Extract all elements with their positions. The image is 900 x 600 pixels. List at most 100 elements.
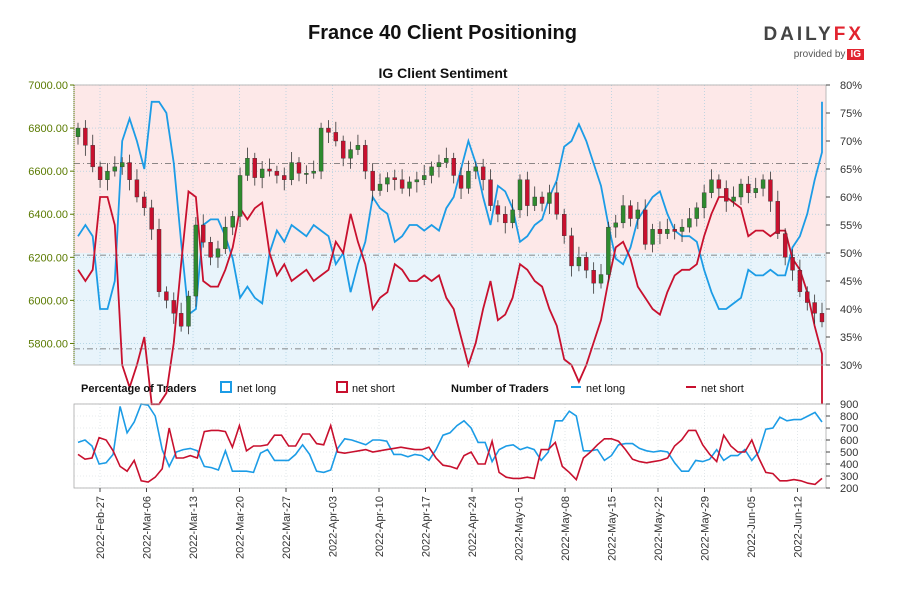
- candle-body: [628, 205, 633, 219]
- price-tick-label: 7000.00: [28, 80, 68, 92]
- candle-body: [245, 158, 250, 176]
- candle-body: [517, 179, 523, 211]
- pct-tick-label: 70%: [840, 136, 862, 148]
- candle-body: [473, 166, 478, 172]
- candle-body: [296, 162, 302, 174]
- ig-badge: IG: [847, 49, 864, 60]
- candle-body: [554, 192, 560, 215]
- logo-provided-by: provided by: [793, 49, 846, 60]
- candle-body: [665, 229, 670, 234]
- candle-body: [444, 158, 449, 163]
- date-tick-label: 2022-Apr-24: [467, 496, 479, 557]
- candle-body: [694, 207, 699, 219]
- candle-body: [584, 257, 589, 271]
- legend-num-title: Number of Traders: [451, 383, 549, 395]
- price-tick-label: 6000.00: [28, 295, 68, 307]
- candle-body: [731, 196, 736, 202]
- candle-body: [598, 274, 604, 284]
- logo-daily: DAILY: [763, 24, 834, 45]
- candle-body: [223, 226, 228, 249]
- date-tick-label: 2022-Jun-12: [793, 496, 805, 558]
- count-tick-label: 500: [840, 447, 858, 459]
- chart-subtitle: IG Client Sentiment: [378, 65, 507, 81]
- candle-body: [422, 175, 427, 180]
- candle-body: [643, 209, 648, 245]
- candle-body: [657, 229, 663, 234]
- count-gridlines: [74, 403, 826, 489]
- pct-tick-label: 60%: [840, 192, 862, 204]
- date-tick-label: 2022-Mar-13: [188, 496, 200, 559]
- candle-body: [392, 177, 397, 180]
- candle-body: [569, 235, 574, 267]
- candle-body: [186, 295, 191, 327]
- candle-body: [679, 226, 685, 232]
- percentage-lines: [77, 100, 823, 406]
- candle-body: [90, 145, 95, 168]
- price-panel: 7000.00 6800.00 6600.00 6400.00 6200.00 6000.…: [28, 65, 862, 406]
- candle-body: [407, 181, 412, 189]
- candle-body: [164, 291, 169, 301]
- candle-body: [576, 257, 582, 267]
- candle-body: [782, 233, 788, 258]
- count-lines: [77, 403, 823, 486]
- candle-body: [547, 192, 552, 204]
- candle-body: [318, 127, 324, 172]
- legend-num-short-label: net short: [701, 383, 744, 395]
- pct-tick-label: 55%: [840, 220, 862, 232]
- candle-body: [510, 209, 515, 224]
- pct-tick-label: 65%: [840, 164, 862, 176]
- candle-body: [458, 175, 464, 189]
- price-axis: 7000.00 6800.00 6600.00 6400.00 6200.00 6000.…: [28, 80, 75, 365]
- candle-body: [230, 216, 235, 228]
- page-title: France 40 Client Positioning: [308, 22, 577, 44]
- price-tick-label: 6800.00: [28, 123, 68, 135]
- candle-body: [326, 127, 331, 133]
- dailyfx-logo: DAILYFX provided by IG: [754, 24, 864, 60]
- candle-body: [436, 162, 442, 168]
- candle-body: [259, 168, 265, 178]
- pct-tick-label: 45%: [840, 276, 862, 288]
- price-tick-label: 6200.00: [28, 252, 68, 264]
- candle-body: [790, 257, 795, 271]
- candle-body: [613, 222, 618, 228]
- candle-body: [201, 224, 206, 243]
- net-short-count-line: [77, 422, 823, 486]
- candle-body: [525, 179, 530, 206]
- candle-body: [355, 145, 361, 150]
- candle-body: [105, 170, 110, 180]
- date-tick-label: 2022-Apr-10: [374, 496, 386, 557]
- candle-body: [237, 175, 243, 217]
- candle-body: [171, 300, 176, 314]
- candle-body: [701, 192, 707, 208]
- candle-body: [650, 229, 655, 245]
- candle-body: [620, 205, 626, 224]
- candle-body: [112, 166, 118, 172]
- candle-body: [488, 179, 493, 206]
- candle-body: [635, 209, 641, 219]
- candle-body: [156, 229, 162, 292]
- candle-body: [591, 270, 596, 284]
- candle-body: [539, 196, 545, 204]
- candle-body: [451, 158, 456, 176]
- date-tick-label: 2022-Mar-20: [235, 496, 247, 559]
- candle-body: [753, 188, 758, 193]
- candle-body: [282, 175, 287, 180]
- logo-fx: FX: [833, 24, 864, 45]
- count-tick-label: 200: [840, 483, 858, 495]
- candle-body: [149, 207, 154, 230]
- candle-body: [119, 162, 125, 168]
- pct-tick-label: 30%: [840, 360, 862, 372]
- price-tick-label: 5800.00: [28, 338, 68, 350]
- candle-body: [503, 214, 508, 224]
- candle-body: [746, 183, 751, 193]
- price-tick-label: 6600.00: [28, 166, 68, 178]
- candle-body: [304, 173, 309, 175]
- candle-body: [738, 183, 744, 198]
- legend-num-long-label: net long: [586, 383, 625, 395]
- date-axis: 2022-Feb-27 2022-Mar-06 2022-Mar-13 2022-Ma…: [95, 488, 805, 561]
- candle-body: [709, 179, 714, 193]
- candle-body: [340, 140, 346, 159]
- date-tick-label: 2022-May-08: [560, 496, 572, 561]
